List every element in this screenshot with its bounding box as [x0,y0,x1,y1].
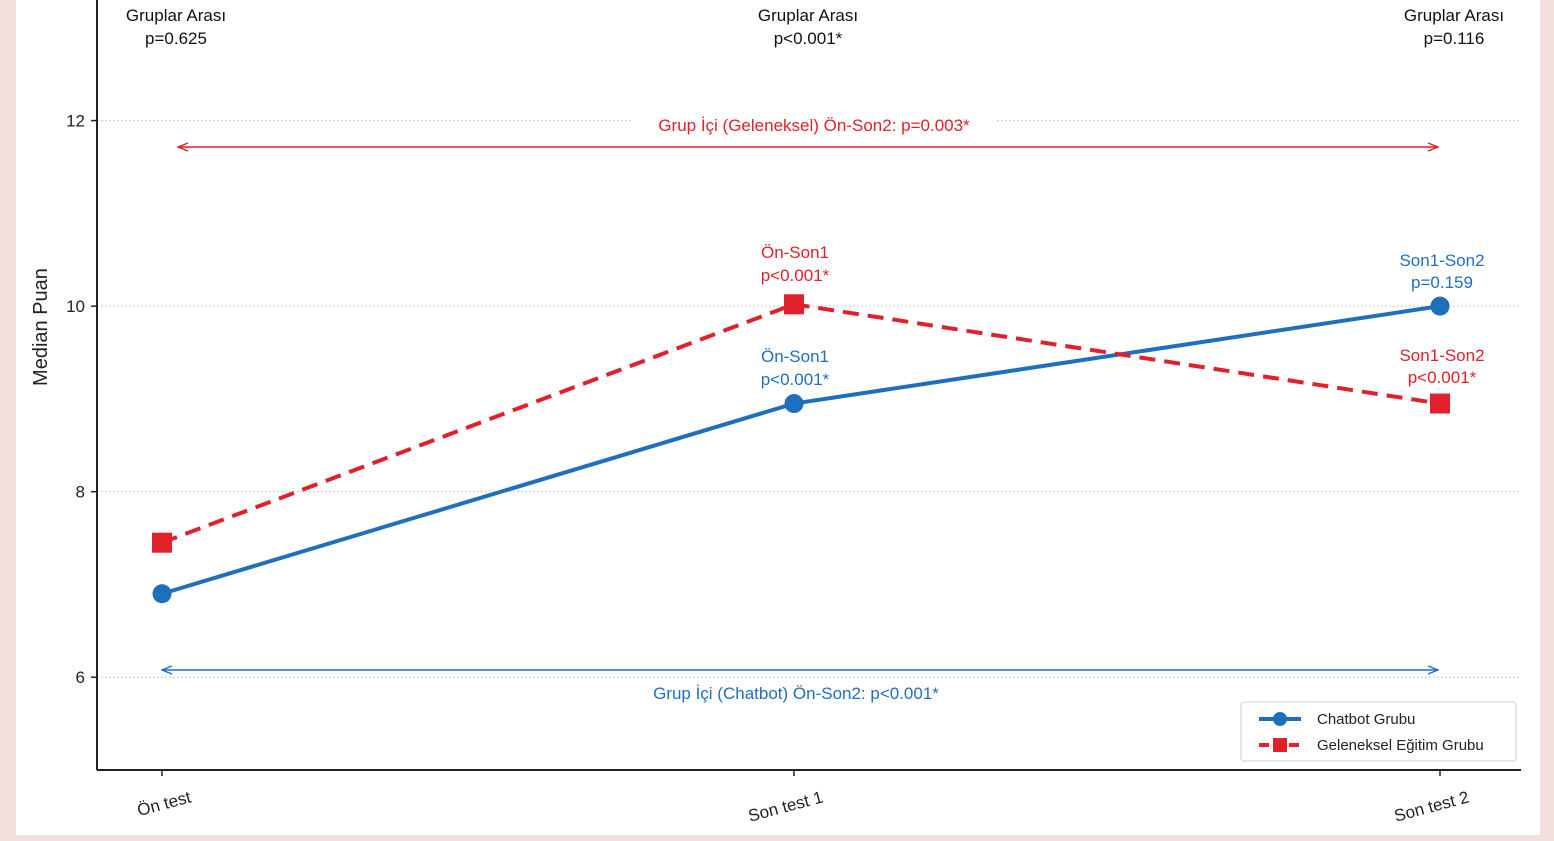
between-group-p: p<0.001* [774,29,843,48]
x-tick-label: Son test 1 [746,788,825,826]
y-tick-label: 6 [76,668,85,687]
y-tick-label: 12 [66,112,85,131]
x-tick-label: Son test 2 [1392,788,1471,826]
point-annotation-label: Son1-Son2 [1399,346,1484,365]
range-label-bg [633,113,995,137]
point-annotation-label: Ön-Son1 [761,243,829,262]
range-label-chatbot: Grup İçi (Chatbot) Ön-Son2: p<0.001* [653,684,939,703]
line-chart: 6 8 10 12 Ön test Son test 1 Son test 2 Median … [30,0,1521,826]
series-line-geleneksel [161,302,1441,545]
data-point-geleneksel [784,294,804,315]
data-point-geleneksel [152,532,172,553]
data-point-geleneksel [1430,393,1450,414]
point-annotation-label: Son1-Son2 [1399,251,1484,270]
y-tick-label: 8 [76,483,85,502]
data-point-chatbot [784,394,804,414]
point-annotation-p: p<0.001* [1408,368,1477,387]
point-annotation-p: p=0.159 [1411,273,1473,292]
point-annotation-p: p<0.001* [761,266,830,285]
data-point-chatbot [1430,296,1450,316]
point-annotation-p: p<0.001* [761,370,830,389]
point-annotation-label: Ön-Son1 [761,347,829,366]
legend-box [1240,701,1517,762]
between-group-label: Gruplar Arası [758,6,858,25]
between-group-label: Gruplar Arası [1404,6,1504,25]
y-axis-title: Median Puan [30,268,52,386]
between-group-p: p=0.625 [145,29,207,48]
y-tick-label: 10 [66,297,85,316]
legend-label: Chatbot Grubu [1317,711,1415,728]
between-group-label: Gruplar Arası [126,6,226,25]
between-group-p: p=0.116 [1424,29,1485,48]
data-point-chatbot [152,584,172,604]
legend-label: Geleneksel Eğitim Grubu [1317,737,1484,754]
x-tick-label: Ön test [135,787,193,820]
chart-frame: 6 8 10 12 Ön test Son test 1 Son test 2 Median … [16,0,1540,835]
legend-swatch-marker [1273,738,1287,752]
legend-swatch-marker [1273,712,1287,726]
range-label-geleneksel: Grup İçi (Geleneksel) Ön-Son2: p=0.003* [658,116,970,135]
